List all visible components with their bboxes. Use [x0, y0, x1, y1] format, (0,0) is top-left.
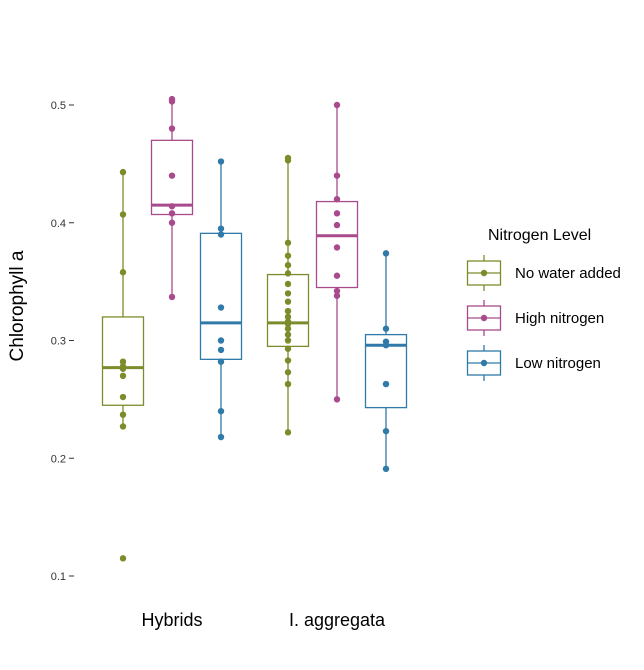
y-tick-label: 0.1 — [51, 571, 66, 583]
data-point — [217, 337, 225, 344]
box-group — [150, 95, 194, 301]
data-point — [119, 411, 127, 418]
data-point — [382, 250, 390, 257]
data-point — [284, 261, 292, 269]
data-point — [382, 427, 390, 435]
data-point — [217, 358, 225, 365]
data-point — [119, 168, 127, 176]
data-point — [168, 203, 176, 210]
data-point — [284, 290, 292, 297]
y-axis: 0.1 0.2 0.3 0.4 0.5 — [51, 100, 74, 583]
data-point — [284, 313, 292, 321]
data-point — [284, 239, 292, 246]
legend-key-point — [480, 269, 488, 277]
data-point — [119, 363, 127, 370]
legend-key-point — [480, 359, 488, 367]
y-tick-label: 0.2 — [51, 453, 66, 465]
x-axis-categories: Hybrids I. aggregata — [141, 610, 386, 630]
data-point — [217, 231, 225, 238]
data-point — [284, 369, 292, 376]
data-point — [119, 211, 127, 218]
data-point — [217, 407, 225, 415]
data-point — [382, 380, 390, 388]
x-category-label: I. aggregata — [289, 610, 386, 630]
data-point — [284, 357, 292, 364]
data-point — [333, 272, 341, 279]
box-group — [266, 154, 310, 436]
y-tick-label: 0.5 — [51, 100, 66, 112]
data-point — [119, 555, 127, 562]
box-group — [199, 158, 243, 441]
data-point — [168, 95, 176, 103]
legend-label: Low nitrogen — [515, 355, 601, 372]
data-point — [217, 433, 225, 441]
data-point — [284, 429, 292, 436]
data-point — [284, 154, 292, 162]
box-group — [101, 168, 145, 562]
data-point — [284, 280, 292, 288]
legend-label: High nitrogen — [515, 310, 604, 327]
data-point — [284, 318, 292, 325]
data-point — [382, 465, 390, 473]
data-point — [168, 219, 176, 226]
x-category-label: Hybrids — [141, 610, 202, 630]
box-group — [315, 101, 359, 403]
data-point — [217, 346, 225, 354]
data-point — [333, 221, 341, 229]
data-point — [284, 270, 292, 277]
legend-key — [466, 345, 502, 381]
data-point — [284, 307, 292, 315]
legend-title: Nitrogen Level — [488, 227, 591, 244]
data-point — [119, 393, 127, 401]
data-point — [284, 337, 292, 344]
data-point — [284, 331, 292, 338]
data-point — [382, 338, 390, 345]
box — [364, 333, 408, 409]
y-axis-title: Chlorophyll a — [7, 250, 28, 361]
data-point — [217, 225, 225, 232]
data-point — [168, 125, 176, 132]
y-tick-label: 0.4 — [51, 218, 66, 230]
data-point — [284, 345, 292, 352]
data-point — [217, 304, 225, 311]
data-point — [333, 292, 341, 299]
legend-key — [466, 255, 502, 291]
legend-label: No water added — [515, 265, 621, 282]
y-tick-label: 0.3 — [51, 336, 66, 348]
data-point — [119, 269, 127, 276]
data-point — [119, 358, 127, 365]
data-point — [168, 172, 176, 179]
boxplot-groups — [101, 95, 408, 562]
data-point — [119, 372, 127, 380]
data-point — [333, 101, 341, 109]
data-point — [119, 423, 127, 430]
legend: Nitrogen Level No water added High nitrog… — [466, 227, 621, 381]
legend-key-point — [480, 314, 488, 322]
data-point — [284, 298, 292, 305]
data-point — [217, 158, 225, 165]
data-point — [168, 210, 176, 217]
box — [101, 316, 145, 406]
data-point — [284, 252, 292, 259]
data-point — [333, 287, 341, 295]
data-point — [382, 325, 390, 332]
data-point — [284, 325, 292, 332]
data-point — [168, 293, 176, 301]
data-point — [333, 210, 341, 217]
legend-key — [466, 300, 502, 336]
data-point — [333, 196, 341, 203]
data-point — [284, 380, 292, 388]
data-point — [333, 396, 341, 403]
box-group — [364, 250, 408, 473]
data-point — [333, 244, 341, 251]
data-point — [333, 172, 341, 179]
